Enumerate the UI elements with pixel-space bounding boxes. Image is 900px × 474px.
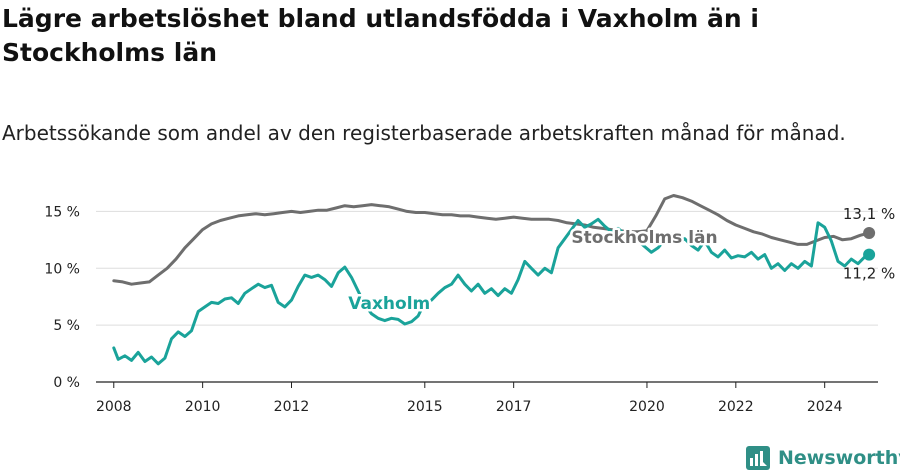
y-tick-label: 0 %	[53, 375, 80, 391]
x-tick-label: 2022	[718, 399, 754, 415]
newsworthy-logo-icon	[746, 446, 770, 470]
brand-name: Newsworthy	[778, 447, 900, 469]
x-tick-label: 2008	[96, 399, 132, 415]
series-lines	[112, 194, 876, 366]
end-value-label: 13,1 %	[843, 205, 895, 223]
series-line-vaxholm	[112, 217, 871, 366]
brand-logo: Newsworthy	[746, 444, 900, 472]
series-end-point	[863, 226, 876, 239]
grid-lines	[96, 210, 878, 383]
y-axis-ticks: 0 % 5 % 10 % 15 %	[44, 204, 80, 391]
x-axis-ticks: 2008 2010 2012 2015 2017 2020 2022 2024	[96, 382, 843, 415]
y-tick-label: 5 %	[53, 318, 80, 334]
y-tick-label: 10 %	[44, 261, 80, 277]
series-label: Stockholms län	[571, 228, 717, 248]
y-tick-label: 15 %	[44, 204, 80, 220]
x-tick-label: 2020	[629, 399, 665, 415]
series-line-stockholms-län	[112, 194, 871, 286]
x-tick-label: 2012	[274, 399, 310, 415]
chart-subtitle: Arbetssökande som andel av den registerb…	[2, 121, 846, 145]
x-tick-label: 2017	[496, 399, 532, 415]
x-tick-label: 2015	[407, 399, 443, 415]
x-tick-label: 2024	[807, 399, 843, 415]
series-label: Vaxholm	[348, 294, 430, 314]
chart-title: Lägre arbetslöshet bland utlandsfödda i …	[2, 4, 759, 67]
x-tick-label: 2010	[185, 399, 221, 415]
series-end-point	[863, 248, 876, 261]
end-value-label: 11,2 %	[843, 265, 895, 283]
series-labels: Stockholms län Vaxholm 13,1 % 11,2 %	[346, 205, 896, 317]
